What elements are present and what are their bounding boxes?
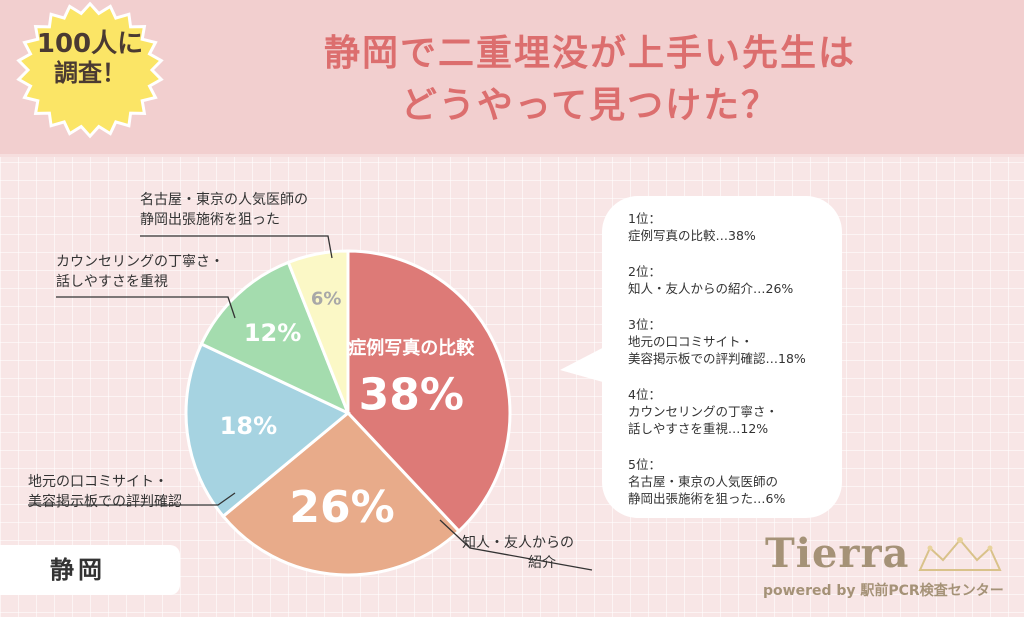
ranking-item-2: 2位： 知人・友人からの紹介…26% bbox=[628, 264, 794, 296]
header-band: 100人に 調査！ 静岡で二重埋没が上手い先生は どうやって見つけた？ bbox=[0, 0, 1024, 157]
ranking-bubble bbox=[602, 196, 842, 518]
tiara-icon bbox=[918, 537, 1002, 571]
badge-line2: 調査！ bbox=[54, 58, 126, 87]
logo-subtitle: powered by 駅前PCR検査センター bbox=[763, 583, 1004, 599]
ranking-item-3: 3位： 地元の口コミサイト・ 美容掲示板での評判確認…18% bbox=[628, 317, 806, 366]
slice-inner-label-case-photos: 症例写真の比較 bbox=[348, 337, 475, 359]
slice-case-photos bbox=[346, 249, 512, 534]
pct-label-3: 18% bbox=[220, 412, 277, 440]
ranking-item-4: 4位： カウンセリングの丁寧さ・ 話しやすさを重視…12% bbox=[628, 387, 779, 436]
logo-name: Tierra bbox=[765, 530, 910, 577]
slice-label-visiting-doctor: 名古屋・東京の人気医師の 静岡出張施術を狙った bbox=[140, 192, 308, 228]
slice-label-counseling: カウンセリングの丁寧さ・ 話しやすさを重視 bbox=[56, 254, 224, 290]
slice-referral bbox=[221, 410, 462, 577]
leader-line-2 bbox=[439, 519, 593, 571]
pct-label-1: 38% bbox=[359, 369, 464, 420]
title-line2: どうやって見つけた？ bbox=[400, 85, 780, 126]
slice-visiting-doctor bbox=[286, 249, 350, 414]
brand-logo: Tierra powered by 駅前PCR検査センター bbox=[755, 520, 1015, 600]
title-line1: 静岡で二重埋没が上手い先生は bbox=[323, 33, 856, 74]
page-title: 静岡で二重埋没が上手い先生は どうやって見つけた？ bbox=[230, 28, 950, 132]
pct-label-2: 26% bbox=[289, 482, 394, 533]
slice-label-referral: 知人・友人からの 紹介 bbox=[462, 535, 574, 571]
bubble-tail-icon bbox=[560, 344, 610, 384]
badge-line1: 100人に bbox=[36, 29, 144, 59]
ranking-item-5: 5位： 名古屋・東京の人気医師の 静岡出張施術を狙った…6% bbox=[628, 457, 786, 506]
slice-label-local-reviews: 地元の口コミサイト・ 美容掲示板での評判確認 bbox=[28, 474, 182, 510]
badge-burst-icon bbox=[16, 1, 164, 139]
region-tag: 静岡 bbox=[0, 545, 180, 595]
slice-local-reviews bbox=[184, 342, 351, 519]
survey-badge: 100人に 調査！ bbox=[30, 29, 150, 87]
ranking-list: 1位： 症例写真の比較…38% 2位： 知人・友人からの紹介…26% 3位： 地… bbox=[628, 210, 838, 526]
pct-label-5: 6% bbox=[311, 289, 342, 310]
pct-label-4: 12% bbox=[244, 319, 301, 347]
slice-counseling bbox=[199, 260, 351, 416]
leader-line-3 bbox=[28, 492, 236, 506]
leader-line-5 bbox=[140, 235, 333, 259]
ranking-item-1: 1位： 症例写真の比較…38% bbox=[628, 211, 756, 243]
leader-line-4 bbox=[56, 296, 236, 319]
